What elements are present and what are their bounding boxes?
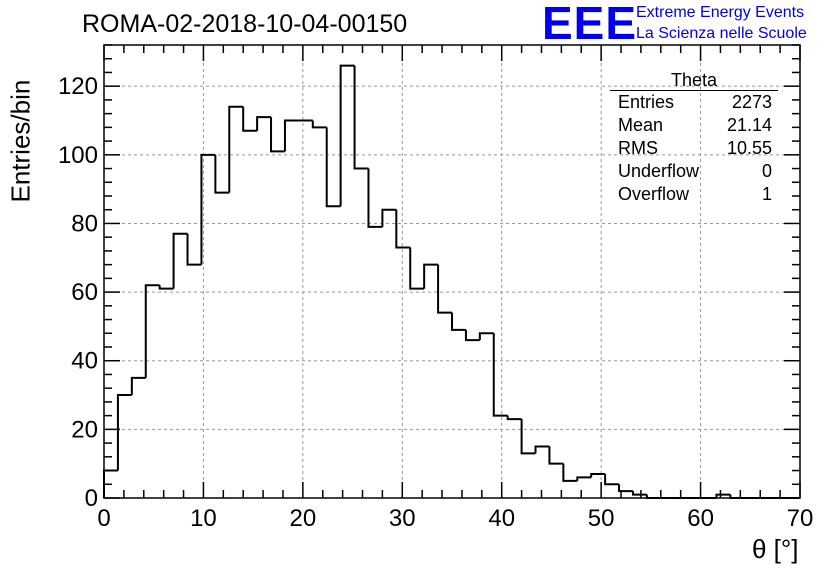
histogram-bin: [130, 376, 146, 396]
stats-value: 21.14: [726, 115, 772, 135]
x-tick-label: 20: [290, 505, 317, 532]
y-tick-labels: 0 20 40 60 80 100 120: [58, 73, 98, 512]
histogram-series: [103, 64, 800, 499]
histogram-bin: [409, 247, 425, 290]
y-tick-label: 60: [71, 279, 98, 306]
stats-title: Theta: [610, 70, 778, 91]
eee-logo: EEE: [542, 0, 638, 49]
brand-line-2: La Scienza nelle Scuole: [636, 25, 807, 42]
histogram-bin: [283, 119, 299, 152]
stats-label: Entries: [618, 92, 675, 112]
stats-box: Theta Entries 2273 Mean 21.14 RMS 10.55 …: [610, 70, 778, 206]
histogram-bin: [242, 106, 258, 132]
histogram-bin: [464, 329, 480, 342]
y-axis-label: Entries/bin: [5, 79, 36, 203]
histogram-bin: [395, 209, 411, 249]
stats-row-underflow: Underflow 0: [610, 160, 778, 183]
x-tick-label: 30: [389, 505, 416, 532]
stats-row-rms: RMS 10.55: [610, 137, 778, 160]
histogram-bin: [492, 333, 508, 417]
histogram-bin: [534, 445, 550, 454]
histogram-bin: [200, 153, 216, 265]
histogram-bin: [214, 154, 230, 194]
plot-frame: [103, 44, 801, 499]
histogram-bin: [604, 473, 620, 486]
x-tick-label: 10: [190, 505, 217, 532]
brand-line-1: Extreme Energy Events: [636, 4, 805, 21]
x-tick-label: 0: [97, 505, 110, 532]
histogram-bin: [172, 232, 188, 289]
histogram-bin: [423, 263, 439, 289]
y-tick-label: 20: [71, 416, 98, 443]
y-tick-label: 120: [58, 73, 98, 100]
histogram-bin: [116, 394, 132, 471]
histogram-bin: [590, 472, 606, 478]
histogram-bin: [339, 64, 355, 207]
histogram-bin: [562, 463, 578, 482]
histogram-bin: [325, 127, 341, 208]
histogram-bin: [715, 493, 731, 498]
histogram-bin: [144, 284, 160, 378]
histogram-bin: [353, 65, 369, 170]
stats-label: Mean: [618, 115, 664, 135]
histogram-bin: [186, 233, 202, 266]
histogram-bin: [158, 285, 174, 290]
x-tick-label: 50: [588, 505, 615, 532]
histogram-bin: [618, 484, 633, 493]
x-tick-label: 70: [787, 505, 814, 532]
stats-label: RMS: [618, 138, 658, 158]
stats-label: Underflow: [618, 161, 700, 181]
histogram-bin: [437, 264, 452, 314]
stats-row-overflow: Overflow 1: [610, 183, 778, 206]
y-tick-label: 100: [58, 142, 98, 169]
histogram-bin: [451, 312, 466, 331]
stats-value: 0: [761, 161, 772, 181]
chart-title: ROMA-02-2018-10-04-00150: [82, 10, 408, 38]
histogram-bin: [478, 332, 494, 341]
histogram-bin: [576, 476, 592, 481]
histogram-bin: [311, 120, 327, 129]
x-tick-label: 60: [687, 505, 714, 532]
stats-row-entries: Entries 2273: [610, 91, 778, 114]
histogram-bin: [228, 105, 244, 193]
histogram-bin: [548, 446, 564, 465]
y-tick-label: 0: [85, 485, 98, 512]
grid-lines: [104, 45, 800, 498]
histogram-bin: [381, 208, 397, 227]
stats-value: 1: [761, 184, 772, 204]
histogram-bin: [256, 116, 272, 131]
histogram-bin: [506, 415, 522, 421]
axis-ticks: [103, 44, 801, 499]
y-tick-label: 40: [71, 348, 98, 375]
stats-value: 10.55: [726, 138, 772, 158]
histogram-bin: [270, 117, 285, 153]
x-tick-labels: 0 10 20 30 40 50 60 70: [97, 505, 813, 532]
y-tick-label: 80: [71, 210, 98, 237]
histogram-bin: [520, 419, 536, 455]
histogram-bin: [367, 168, 383, 228]
x-tick-label: 40: [488, 505, 515, 532]
x-axis-label: θ [°]: [752, 534, 799, 564]
histogram-bin: [631, 491, 647, 496]
stats-label: Overflow: [618, 184, 690, 204]
stats-row-mean: Mean 21.14: [610, 114, 778, 137]
stats-value: 2273: [731, 92, 772, 112]
